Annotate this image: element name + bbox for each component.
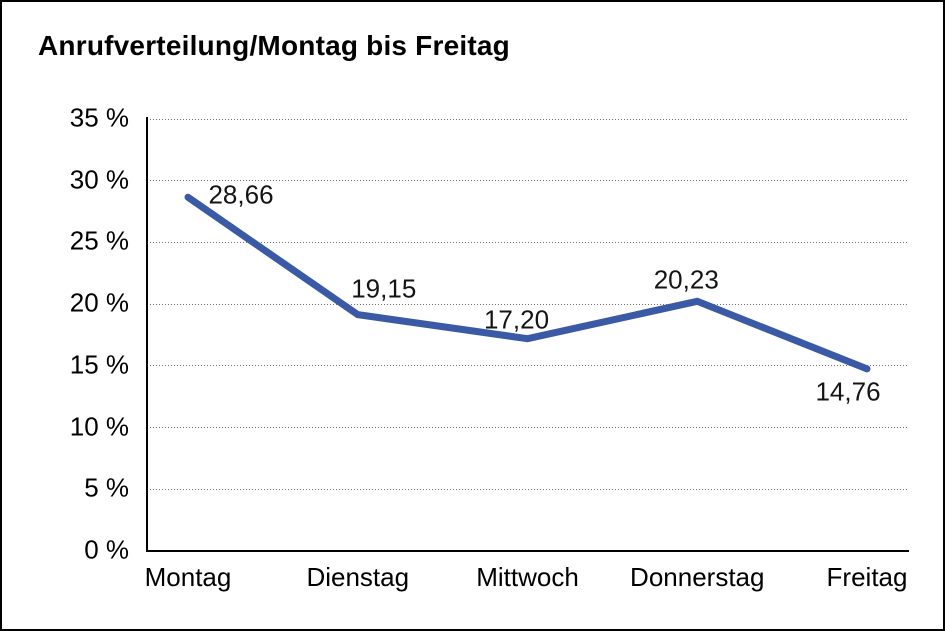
x-axis-category-label: Donnerstag <box>630 562 765 592</box>
y-axis-tick-label: 25 % <box>69 225 129 256</box>
x-axis-category-label: Montag <box>144 562 232 592</box>
horizontal-gridline <box>147 365 909 367</box>
y-axis-line <box>146 117 148 552</box>
horizontal-gridline <box>147 303 909 305</box>
horizontal-gridline <box>147 488 909 490</box>
y-axis-tick-label: 0 % <box>84 534 129 565</box>
chart-title: Anrufverteilung/Montag bis Freitag <box>38 30 510 61</box>
horizontal-gridline <box>147 427 909 429</box>
data-point-value-label: 28,66 <box>208 179 274 210</box>
y-axis-tick-label: 20 % <box>69 287 129 318</box>
y-axis-tick-label: 35 % <box>69 102 129 133</box>
horizontal-gridline <box>147 118 909 120</box>
y-axis-tick-label: 10 % <box>69 410 129 441</box>
horizontal-gridline <box>147 241 909 243</box>
data-point-value-label: 17,20 <box>483 304 550 335</box>
y-axis-tick-label: 30 % <box>69 163 129 194</box>
horizontal-gridline <box>147 180 909 182</box>
y-axis-tick-label: 5 % <box>84 472 129 503</box>
x-axis-category-label: Freitag <box>826 562 908 592</box>
x-axis-line <box>146 550 909 552</box>
data-point-value-label: 19,15 <box>351 273 417 304</box>
data-point-value-label: 14,76 <box>815 376 881 407</box>
x-axis-category-label: Dienstag <box>306 562 410 592</box>
data-series-line <box>184 193 871 373</box>
data-point-value-label: 20,23 <box>653 264 719 295</box>
x-axis-category-label: Mittwoch <box>476 562 579 592</box>
y-axis-tick-label: 15 % <box>69 349 129 380</box>
